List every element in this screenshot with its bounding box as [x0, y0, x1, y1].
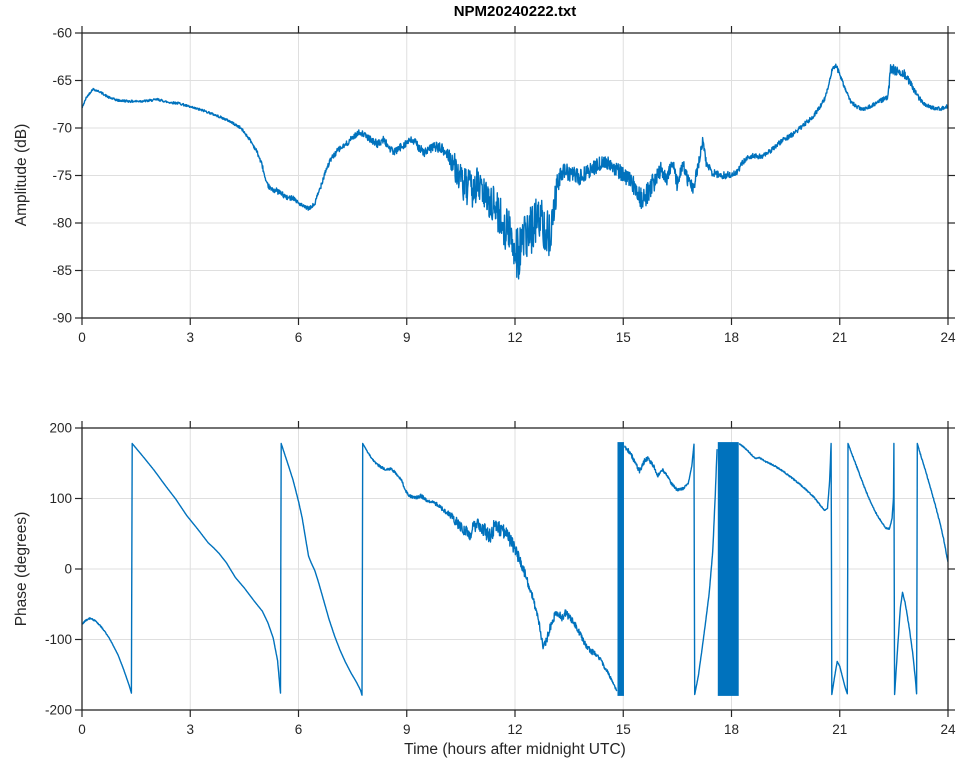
y-tick-label: -65: [52, 73, 72, 88]
phase-wrap-band: [717, 442, 739, 696]
tick-marks: [75, 421, 955, 717]
y-tick-label: -85: [52, 263, 72, 278]
y-tick-label: -60: [52, 26, 72, 41]
x-tick-label: 21: [832, 330, 847, 345]
gridlines: [82, 428, 948, 710]
time-x-axis-label: Time (hours after midnight UTC): [404, 741, 626, 758]
tick-labels: 0 3 6 9 12 15 18 21 24 -90 -85 -80 -75 -70 -65 -60: [52, 26, 956, 346]
y-tick-label: 0: [64, 562, 72, 577]
tick-marks: [75, 26, 955, 325]
x-tick-label: 3: [186, 722, 194, 737]
series-line: [624, 443, 718, 696]
x-tick-label: 6: [295, 330, 303, 345]
y-tick-label: -70: [52, 121, 72, 136]
x-tick-label: 21: [832, 722, 847, 737]
data-series: [82, 63, 948, 280]
y-tick-label: -100: [45, 632, 72, 647]
gridlines: [82, 33, 948, 318]
x-tick-label: 6: [295, 722, 303, 737]
amplitude-y-axis-label: Amplitude (dB): [13, 123, 30, 227]
x-tick-label: 15: [616, 722, 631, 737]
y-tick-label: -80: [52, 216, 72, 231]
x-tick-label: 0: [78, 722, 86, 737]
y-tick-label: 100: [49, 491, 72, 506]
series-line: [82, 63, 948, 280]
x-tick-label: 3: [186, 330, 194, 345]
y-tick-label: -200: [45, 703, 72, 718]
x-tick-label: 18: [724, 722, 739, 737]
y-tick-label: -75: [52, 168, 72, 183]
phase-wrap-band: [617, 442, 624, 696]
x-tick-label: 0: [78, 330, 86, 345]
x-tick-label: 9: [403, 330, 411, 345]
phase-plot: 0 3 6 9 12 15 18 21 24 -200 -100 0 100 200: [45, 421, 956, 738]
y-tick-label: -90: [52, 311, 72, 326]
figure-title: NPM20240222.txt: [453, 3, 577, 20]
x-tick-label: 12: [507, 330, 522, 345]
x-tick-label: 15: [616, 330, 631, 345]
amplitude-plot: 0 3 6 9 12 15 18 21 24 -90 -85 -80 -75 -70 -65 -60: [52, 26, 956, 346]
y-tick-label: 200: [49, 421, 72, 436]
data-series: [82, 442, 948, 696]
phase-y-axis-label: Phase (degrees): [13, 511, 30, 627]
x-tick-label: 9: [403, 722, 411, 737]
x-tick-label: 18: [724, 330, 739, 345]
series-line: [82, 442, 618, 696]
x-tick-label: 24: [940, 330, 956, 345]
x-tick-label: 24: [940, 722, 956, 737]
series-line: [738, 442, 948, 696]
x-tick-label: 12: [507, 722, 522, 737]
tick-labels: 0 3 6 9 12 15 18 21 24 -200 -100 0 100 200: [45, 421, 956, 738]
